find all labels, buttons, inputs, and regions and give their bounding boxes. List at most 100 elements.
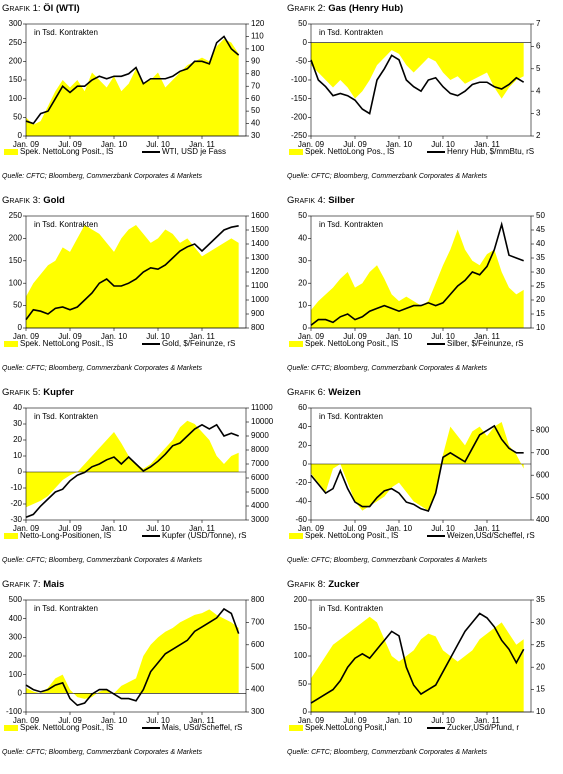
legend-label: Spek. NettoLong Posit., lS — [20, 147, 113, 156]
y2-tick-label: 600 — [251, 640, 265, 649]
chart-name: Silber — [328, 195, 355, 206]
y-tick-label: 150 — [294, 623, 308, 632]
y2-tick-label: 40 — [536, 239, 545, 248]
chart-source: Quelle: CFTC; Bloomberg, Commerzbank Cor… — [2, 365, 202, 372]
chart-label: Grafik 3: — [2, 195, 41, 206]
y-tick-label: 250 — [9, 38, 23, 47]
legend-label: Spek. NettoLong Posit., lS — [305, 531, 398, 540]
chart-name: Gold — [43, 195, 65, 206]
chart-label: Grafik 6: — [287, 387, 326, 398]
y-tick-label: 200 — [9, 56, 23, 65]
x-tick-label: Jul. 09 — [58, 716, 82, 725]
y2-tick-label: 45 — [536, 225, 545, 234]
y-tick-label: 300 — [9, 632, 23, 641]
y2-tick-label: 10 — [536, 323, 545, 332]
x-tick-label: Jul. 10 — [146, 140, 170, 149]
annotation: in Tsd. Kontrakten — [319, 412, 383, 421]
chart-title: Grafik 1: Öl (WTI) — [2, 3, 80, 14]
chart-panel: Grafik 5: Kupfer -30 -20 -10 0 10 20 30 40 3000 40… — [2, 387, 274, 564]
annotation: in Tsd. Kontrakten — [319, 28, 383, 37]
y-tick-label: 0 — [18, 467, 23, 476]
y2-tick-label: 50 — [251, 106, 260, 115]
y-tick-label: -20 — [295, 478, 307, 487]
chart-label: Grafik 2: — [287, 3, 326, 14]
x-tick-label: Jan. 10 — [386, 140, 413, 149]
chart-source: Quelle: CFTC; Bloomberg, Commerzbank Cor… — [287, 365, 487, 372]
y-tick-label: -20 — [10, 499, 22, 508]
legend-swatch — [4, 341, 18, 347]
x-tick-label: Jan. 11 — [474, 140, 500, 149]
x-tick-label: Jan. 10 — [101, 716, 128, 725]
chart-name: Gas (Henry Hub) — [328, 3, 403, 14]
y2-tick-label: 4000 — [251, 501, 269, 510]
x-tick-label: Jul. 09 — [343, 332, 367, 341]
x-tick-label: Jan. 09 — [13, 716, 40, 725]
y2-tick-label: 500 — [536, 493, 550, 502]
y-tick-label: 50 — [298, 211, 307, 220]
x-tick-label: Jul. 10 — [146, 524, 170, 533]
x-tick-label: Jan. 11 — [189, 716, 215, 725]
legend-label: Spek. NettoLong Posit., lS — [20, 723, 113, 732]
y2-tick-label: 400 — [536, 515, 550, 524]
y-tick-label: 30 — [13, 419, 22, 428]
legend-swatch — [4, 149, 18, 155]
x-tick-label: Jan. 10 — [101, 140, 128, 149]
y-tick-label: 40 — [13, 403, 22, 412]
x-tick-label: Jul. 10 — [431, 716, 455, 725]
chart-label: Grafik 8: — [287, 579, 326, 590]
area-series — [26, 38, 239, 136]
x-tick-label: Jan. 11 — [189, 140, 215, 149]
y2-tick-label: 50 — [536, 211, 545, 220]
line-series — [310, 221, 524, 326]
y2-tick-label: 1600 — [251, 211, 269, 220]
y-tick-label: 400 — [9, 614, 23, 623]
legend-label: Weizen,USd/Scheffel, rS — [447, 531, 535, 540]
chart-panel: Grafik 1: Öl (WTI) 0 50 100 150 200 250 300 30 40… — [2, 3, 265, 180]
y2-tick-label: 900 — [251, 309, 265, 318]
x-tick-label: Jul. 10 — [146, 716, 170, 725]
y-tick-label: 0 — [18, 323, 23, 332]
y-tick-label: -100 — [6, 707, 23, 716]
x-tick-label: Jul. 09 — [58, 524, 82, 533]
y-tick-label: 100 — [294, 651, 308, 660]
area-series — [311, 229, 524, 328]
x-tick-label: Jan. 09 — [13, 524, 40, 533]
y-tick-label: 50 — [298, 679, 307, 688]
chart-panel: Grafik 4: Silber 0 10 20 30 40 50 10 15 20 25 30 35 4… — [287, 195, 545, 372]
x-tick-label: Jul. 10 — [431, 524, 455, 533]
chart-panel: Grafik 8: Zucker 0 50 100 150 200 10 15 20 25 30 35… — [287, 579, 545, 756]
y2-tick-label: 700 — [251, 618, 265, 627]
y-tick-label: 100 — [9, 670, 23, 679]
y2-tick-label: 400 — [251, 685, 265, 694]
chart-name: Öl (WTI) — [43, 3, 79, 14]
x-tick-label: Jan. 11 — [474, 524, 500, 533]
legend-label: Spek. NettoLong Pos., lS — [305, 147, 394, 156]
y-tick-label: 0 — [303, 707, 308, 716]
chart-label: Grafik 7: — [2, 579, 41, 590]
x-tick-label: Jul. 09 — [343, 524, 367, 533]
x-tick-label: Jan. 10 — [101, 332, 128, 341]
annotation: in Tsd. Kontrakten — [319, 604, 383, 613]
legend-label: Spek. NettoLong Posit., lS — [305, 339, 398, 348]
chart-title: Grafik 6: Weizen — [287, 387, 361, 398]
legend-label: Gold, $/Feinunze, rS — [162, 339, 235, 348]
x-tick-label: Jan. 11 — [474, 716, 500, 725]
x-tick-label: Jan. 10 — [386, 332, 413, 341]
y2-tick-label: 30 — [536, 618, 545, 627]
y2-tick-label: 1300 — [251, 253, 269, 262]
chart-source: Quelle: CFTC; Bloomberg, Commerzbank Cor… — [287, 749, 487, 756]
chart-label: Grafik 4: — [287, 195, 326, 206]
line-series — [25, 607, 240, 707]
y2-tick-label: 100 — [251, 44, 265, 53]
chart-panel: Grafik 7: Mais -100 0 100 200 300 400 500 300 400… — [2, 579, 265, 756]
y2-tick-label: 10 — [536, 707, 545, 716]
x-tick-label: Jan. 10 — [386, 716, 413, 725]
y2-tick-label: 20 — [536, 295, 545, 304]
chart-name: Zucker — [328, 579, 359, 590]
legend-label: Mais, USd/Scheffel, rS — [162, 723, 242, 732]
annotation: in Tsd. Kontrakten — [34, 220, 98, 229]
legend-label: Silber, $/Feinunze, rS — [447, 339, 523, 348]
chart-title: Grafik 5: Kupfer — [2, 387, 74, 398]
y2-tick-label: 800 — [251, 595, 265, 604]
line-series — [25, 423, 239, 518]
